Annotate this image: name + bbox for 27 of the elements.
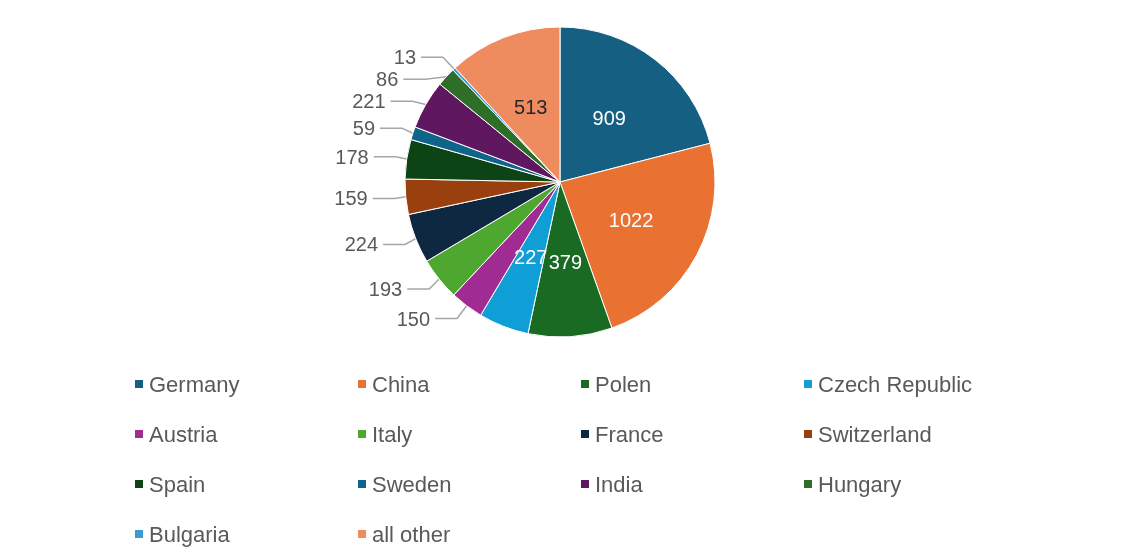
legend-label: Switzerland — [818, 421, 932, 447]
legend-label: France — [595, 421, 664, 447]
data-label: 86 — [376, 68, 399, 91]
legend-label: Italy — [372, 421, 413, 447]
legend-label: Bulgaria — [149, 521, 231, 547]
legend-label: Sweden — [372, 471, 452, 497]
legend-label: China — [372, 371, 431, 397]
data-label: 379 — [548, 251, 583, 274]
legend-label: Hungary — [818, 471, 902, 497]
legend-label: India — [595, 471, 644, 497]
legend-label: Polen — [595, 371, 652, 397]
data-label: 1022 — [608, 208, 654, 231]
data-label: 150 — [396, 307, 431, 330]
data-label: 59 — [352, 117, 375, 140]
data-label: 513 — [514, 96, 548, 118]
data-label: 221 — [352, 90, 386, 113]
legend-label: Spain — [149, 471, 206, 497]
data-label: 224 — [344, 233, 379, 256]
legend-label: Austria — [149, 421, 219, 447]
data-label: 178 — [335, 145, 369, 168]
data-label: 193 — [368, 278, 403, 300]
data-label: 909 — [592, 107, 626, 130]
data-label: 159 — [334, 187, 368, 210]
legend-label: Czech Republic — [818, 371, 973, 397]
legend-label: Germany — [149, 371, 240, 397]
data-label: 13 — [393, 46, 417, 69]
legend-label: all other — [372, 521, 451, 547]
